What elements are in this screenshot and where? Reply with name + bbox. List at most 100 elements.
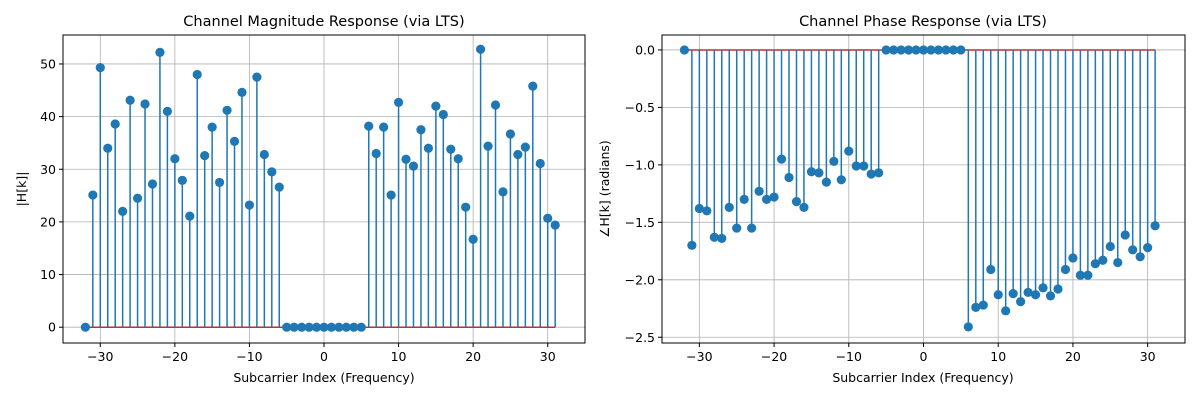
phase-stem-marker	[1105, 241, 1115, 252]
phase-x-axis-label: Subcarrier Index (Frequency)	[832, 370, 1013, 385]
magnitude-stem-marker	[438, 109, 448, 120]
magnitude-stem-marker	[326, 322, 337, 332]
magnitude-stem-marker	[520, 142, 530, 152]
phase-stem-marker	[903, 45, 914, 55]
magnitude-stem-marker	[229, 136, 240, 146]
phase-stem-marker	[694, 203, 704, 214]
magnitude-x-tick-label: −10	[236, 349, 262, 364]
magnitude-stem-marker	[446, 144, 456, 154]
magnitude-stem-marker	[483, 141, 493, 151]
phase-stem-marker	[806, 167, 817, 177]
magnitude-stem-marker	[379, 122, 389, 132]
magnitude-stem-marker	[356, 322, 366, 332]
magnitude-stem-marker	[252, 72, 262, 82]
magnitude-y-tick-label: 10	[40, 267, 56, 282]
phase-stem-marker	[791, 197, 802, 207]
magnitude-stem-marker	[95, 63, 105, 73]
magnitude-stem-marker	[498, 187, 508, 197]
magnitude-stem-marker	[401, 154, 411, 164]
phase-stem-marker	[1045, 291, 1056, 301]
magnitude-stem-marker	[550, 220, 560, 230]
phase-stem-marker	[1053, 284, 1063, 294]
phase-stem-marker	[717, 233, 727, 244]
phase-stem-marker	[679, 45, 690, 55]
phase-stem-marker	[993, 290, 1003, 300]
phase-stem-marker	[799, 202, 809, 212]
phase-stem-marker	[1030, 290, 1041, 300]
magnitude-stem-marker	[528, 81, 538, 91]
magnitude-x-tick-label: −30	[87, 349, 113, 364]
phase-y-tick-label: −1.0	[625, 157, 655, 172]
phase-stem-marker	[963, 322, 973, 332]
phase-stem-marker	[896, 45, 906, 55]
phase-stem-marker	[702, 206, 712, 216]
magnitude-stem-marker	[468, 234, 478, 244]
phase-stem-marker	[1120, 230, 1130, 240]
magnitude-stem-marker	[282, 322, 292, 332]
phase-stem-marker	[784, 172, 794, 183]
magnitude-stem-marker	[267, 167, 277, 177]
magnitude-y-tick-label: 50	[40, 56, 56, 71]
phase-y-tick-label: −1.5	[625, 215, 655, 230]
magnitude-stem-marker	[319, 322, 329, 332]
phase-y-tick-label: −0.5	[625, 100, 655, 115]
magnitude-stem-marker	[192, 69, 202, 80]
magnitude-y-axis-label: |H[k]|	[14, 172, 29, 207]
magnitude-stem-marker	[200, 150, 210, 161]
magnitude-x-tick-label: 20	[465, 349, 481, 364]
phase-stem-marker	[971, 302, 981, 312]
phase-stem-marker	[1135, 252, 1145, 262]
magnitude-stem-marker	[490, 100, 501, 110]
magnitude-stem-marker	[505, 129, 516, 139]
magnitude-stem-marker	[155, 47, 165, 57]
magnitude-stem-marker	[423, 143, 433, 153]
phase-stem-marker	[1083, 270, 1093, 280]
phase-stem-marker	[732, 223, 742, 233]
phase-stem-marker	[829, 156, 839, 167]
magnitude-stem-marker	[297, 322, 307, 332]
phase-stem-marker	[821, 177, 831, 187]
magnitude-stem-marker	[222, 105, 232, 115]
magnitude-stem-marker	[118, 206, 128, 216]
magnitude-y-tick-label: 20	[40, 214, 56, 229]
phase-stem-marker	[1150, 221, 1160, 231]
phase-stem-marker	[941, 45, 951, 55]
magnitude-x-tick-label: 0	[320, 349, 328, 364]
phase-x-tick-label: −30	[686, 349, 712, 364]
phase-stem-marker	[926, 45, 936, 55]
phase-stem-marker	[687, 240, 697, 250]
phase-stem-marker	[918, 45, 929, 55]
phase-y-tick-label: −2.0	[625, 272, 655, 287]
magnitude-stem-marker	[207, 122, 217, 132]
magnitude-stem-marker	[177, 175, 187, 185]
magnitude-stem-marker	[364, 121, 374, 131]
phase-stem-marker	[724, 202, 734, 212]
phase-stem-marker	[911, 45, 921, 55]
phase-stem-marker	[851, 161, 861, 171]
magnitude-stem-marker	[416, 125, 426, 135]
phase-x-tick-label: 30	[1140, 349, 1156, 364]
magnitude-stem-marker	[80, 322, 90, 332]
magnitude-chart: Channel Magnitude Response (via LTS) −30…	[14, 14, 586, 385]
phase-chart-title: Channel Phase Response (via LTS)	[799, 14, 1047, 30]
phase-x-tick-label: 20	[1065, 349, 1081, 364]
magnitude-y-tick-label: 0	[48, 320, 56, 335]
phase-stem-marker	[866, 169, 876, 179]
magnitude-stem-marker	[132, 193, 143, 203]
magnitude-stem-marker	[334, 322, 344, 332]
magnitude-stem-marker	[341, 322, 351, 332]
phase-stem-marker	[1001, 306, 1011, 316]
phase-stem-marker	[1113, 257, 1123, 268]
magnitude-stem-marker	[162, 106, 172, 116]
phase-stem-marker	[874, 168, 884, 178]
magnitude-stem-marker	[125, 95, 135, 105]
phase-x-tick-label: 0	[920, 349, 928, 364]
phase-stem-marker	[1038, 283, 1048, 293]
phase-stem-marker	[881, 45, 891, 55]
phase-y-tick-label: −2.5	[625, 330, 655, 345]
phase-stem-marker	[769, 192, 779, 202]
phase-stem-marker	[1098, 255, 1108, 265]
phase-stem-marker	[1128, 245, 1138, 255]
phase-stem-marker	[1023, 287, 1033, 298]
